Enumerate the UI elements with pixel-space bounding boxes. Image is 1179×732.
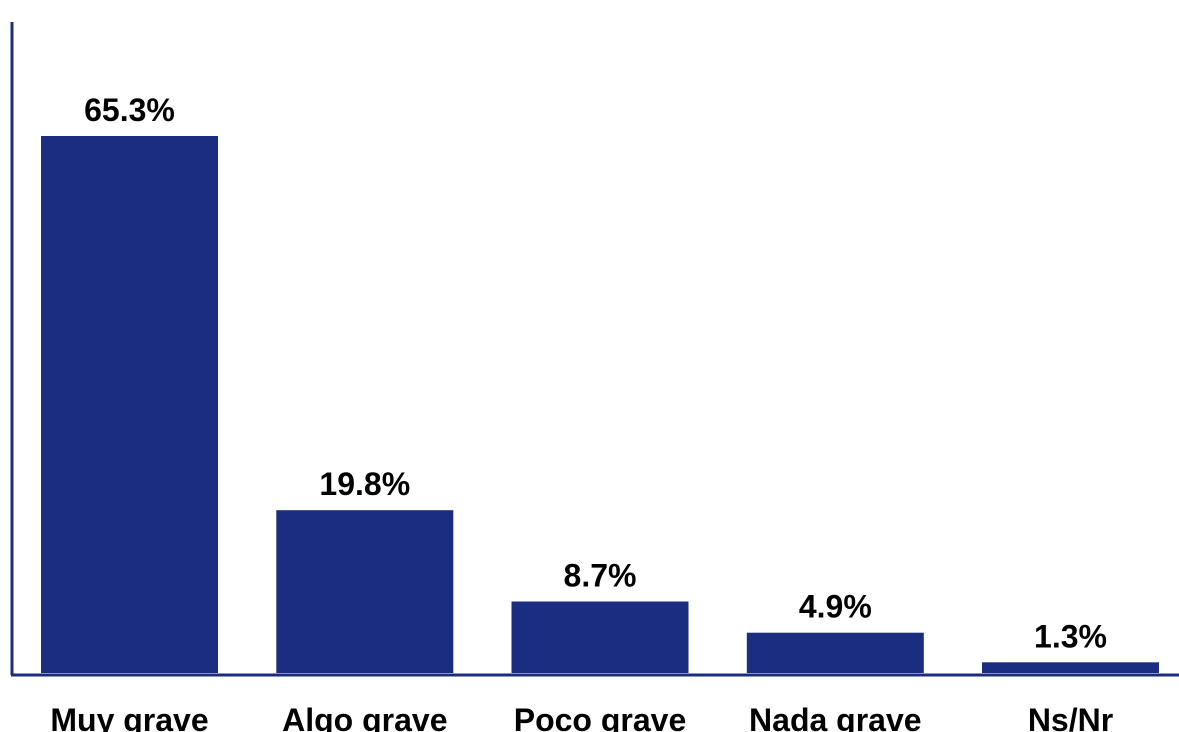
category-label-3: Nada grave [749, 702, 922, 732]
category-labels: Muy grave Algo grave Poco grave Nada grave N… [50, 702, 1113, 732]
category-label-4: Ns/Nr [1028, 702, 1113, 732]
category-label-0: Muy grave [50, 702, 208, 732]
bar-1 [276, 510, 454, 673]
value-label-3: 4.9% [799, 589, 872, 625]
bar-4 [982, 662, 1159, 673]
value-label-1: 19.8% [319, 466, 410, 502]
category-label-1: Algo grave [282, 702, 447, 732]
value-labels: 65.3% 19.8% 8.7% 4.9% 1.3% [84, 92, 1107, 654]
bar-3 [746, 632, 924, 673]
bar-2 [511, 601, 689, 673]
axes [10, 22, 1179, 677]
value-label-2: 8.7% [564, 558, 637, 594]
bars [41, 136, 1159, 673]
bar-0 [41, 136, 218, 673]
value-label-4: 1.3% [1034, 618, 1107, 654]
value-label-0: 65.3% [84, 92, 175, 128]
category-label-2: Poco grave [514, 702, 687, 732]
